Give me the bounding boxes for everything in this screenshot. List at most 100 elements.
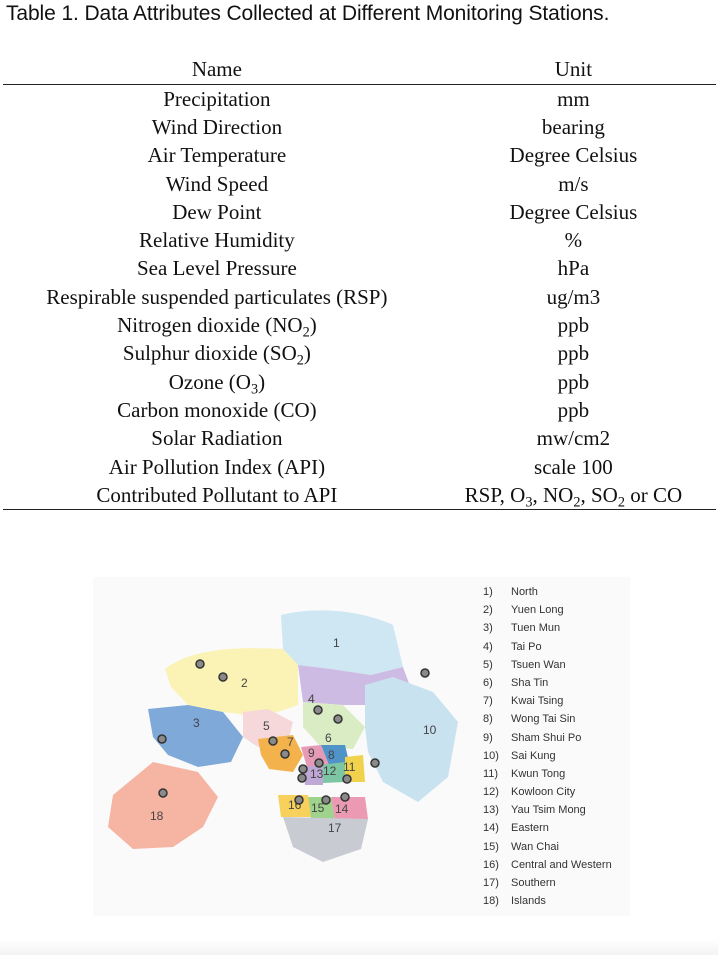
district-11-kwun-tong — [345, 755, 365, 782]
attribute-name-cell: Solar Radiation — [151, 426, 283, 451]
attribute-name-cell: Wind Direction — [151, 114, 283, 139]
district-6-sha-tin — [303, 702, 365, 749]
legend-item: 13) Yau Tsim Mong — [483, 801, 683, 819]
attribute-unit-cell: ppb — [557, 341, 590, 366]
legend-number: 6) — [483, 676, 493, 689]
attribute-unit-cell: Degree Celsius — [509, 199, 638, 224]
legend-number: 4) — [483, 640, 493, 653]
legend-district-name: Tuen Mun — [511, 622, 561, 635]
legend-district-name: Eastern — [511, 822, 549, 835]
legend-item: 9) Sham Shui Po — [483, 729, 683, 747]
attribute-unit-cell: m/s — [558, 171, 589, 196]
district-1-north — [281, 610, 403, 675]
legend-district-name: North — [511, 586, 538, 598]
district-label-9: 9 — [308, 746, 315, 760]
district-label-2: 2 — [241, 676, 248, 690]
legend-number: 17) — [483, 877, 499, 889]
legend-item: 2) Yuen Long — [483, 601, 683, 619]
attribute-unit-cell: mm — [557, 86, 590, 111]
attribute-unit-cell: bearing — [541, 114, 605, 139]
station-marker — [420, 668, 430, 678]
table-row: Sea Level Pressure hPa — [3, 255, 716, 283]
attribute-unit-cell: ppb — [557, 313, 590, 338]
legend-district-name: Wong Tai Sin — [511, 713, 576, 726]
header-unit: Unit — [430, 54, 716, 85]
legend-district-name: Sham Shui Po — [511, 731, 582, 744]
district-label-6: 6 — [325, 731, 332, 745]
attribute-name-cell: Precipitation — [163, 86, 271, 111]
attribute-unit-cell: hPa — [557, 256, 590, 281]
attribute-unit-cell: ppb — [557, 369, 590, 394]
legend-item: 4) Tai Po — [483, 638, 683, 656]
district-label-17: 17 — [328, 821, 342, 835]
district-label-18: 18 — [150, 809, 164, 823]
legend-item: 15) Wan Chai — [483, 838, 683, 856]
table-row: Air Temperature Degree Celsius — [3, 142, 716, 170]
attribute-unit-cell: mw/cm2 — [536, 426, 611, 451]
district-label-15: 15 — [311, 801, 325, 815]
table-row: Ozone (O3) ppb — [3, 368, 716, 396]
station-marker — [321, 795, 331, 805]
attribute-name-cell: Air Temperature — [147, 143, 287, 168]
legend-number: 16) — [483, 858, 499, 871]
station-marker — [280, 749, 290, 759]
attribute-name-cell: Ozone (O3) — [168, 369, 266, 397]
district-label-13: 13 — [310, 767, 324, 781]
district-legend: 1) North 2) Yuen Long 3) Tuen Mun 4) Tai Po 5) Ts… — [483, 583, 683, 910]
attribute-name-cell: Air Pollution Index (API) — [108, 454, 326, 479]
station-marker — [157, 734, 167, 744]
legend-number: 3) — [483, 622, 493, 635]
district-8-wong-tai-sin — [321, 745, 349, 765]
attribute-unit-cell: RSP, O3, NO2, SO2 or CO — [430, 481, 716, 511]
table-row: Wind Speed m/s — [3, 170, 716, 198]
table-row: Air Pollution Index (API) scale 100 — [3, 453, 716, 481]
district-18-islands — [108, 762, 218, 849]
legend-item: 7) Kwai Tsing — [483, 692, 683, 710]
station-marker — [298, 764, 308, 774]
station-marker — [297, 773, 307, 783]
legend-item: 17) Southern — [483, 874, 683, 892]
station-marker — [370, 758, 380, 768]
district-label-1: 1 — [333, 636, 340, 650]
station-marker — [218, 672, 228, 682]
legend-item: 1) North — [483, 583, 683, 601]
legend-district-name: Yuen Long — [511, 604, 564, 617]
district-map-figure: 1 2 3 4 5 6 7 8 9 10 11 12 13 14 15 16 1… — [93, 577, 630, 916]
table-body: Precipitation mm Wind Direction bearing Air … — [3, 85, 716, 511]
district-14-eastern — [331, 797, 368, 821]
legend-district-name: Tsuen Wan — [511, 658, 566, 671]
page-bottom-edge — [0, 940, 718, 955]
legend-district-name: Kwun Tong — [511, 767, 566, 780]
district-label-3: 3 — [193, 716, 200, 730]
legend-district-name: Kowloon City — [511, 786, 576, 799]
legend-number: 10) — [483, 749, 499, 762]
legend-number: 7) — [483, 695, 493, 708]
attribute-name-cell: Respirable suspended particulates (RSP) — [46, 284, 388, 309]
header-name: Name — [3, 54, 431, 85]
attribute-name-cell: Relative Humidity — [139, 228, 295, 253]
attribute-name-cell: Sulphur dioxide (SO2) — [122, 341, 311, 369]
table-row: Carbon monoxide (CO) ppb — [3, 396, 716, 424]
table-row: Dew Point Degree Celsius — [3, 198, 716, 226]
legend-number: 2) — [483, 604, 493, 617]
legend-number: 15) — [483, 840, 499, 853]
table-row: Respirable suspended particulates (RSP) u… — [3, 283, 716, 311]
station-marker — [340, 792, 350, 802]
table-row: Relative Humidity% — [3, 226, 716, 254]
table-row: Nitrogen dioxide (NO2) ppb — [3, 311, 716, 339]
legend-number: 11) — [483, 767, 499, 780]
attribute-name-cell: Carbon monoxide (CO) — [117, 397, 317, 422]
district-label-10: 10 — [423, 723, 437, 737]
attribute-unit-cell: % — [564, 228, 583, 253]
table-header-row: Name Unit — [3, 54, 716, 85]
legend-number: 9) — [483, 731, 493, 744]
legend-number: 12) — [483, 786, 499, 799]
district-12-kowloon-city — [321, 762, 345, 783]
legend-item: 18) Islands — [483, 892, 683, 910]
station-marker — [314, 758, 324, 768]
district-17-southern — [283, 817, 368, 862]
district-label-4: 4 — [308, 692, 315, 706]
legend-district-name: Sha Tin — [511, 676, 549, 689]
legend-item: 12) Kowloon City — [483, 783, 683, 801]
attribute-unit-cell: Degree Celsius — [509, 143, 638, 168]
